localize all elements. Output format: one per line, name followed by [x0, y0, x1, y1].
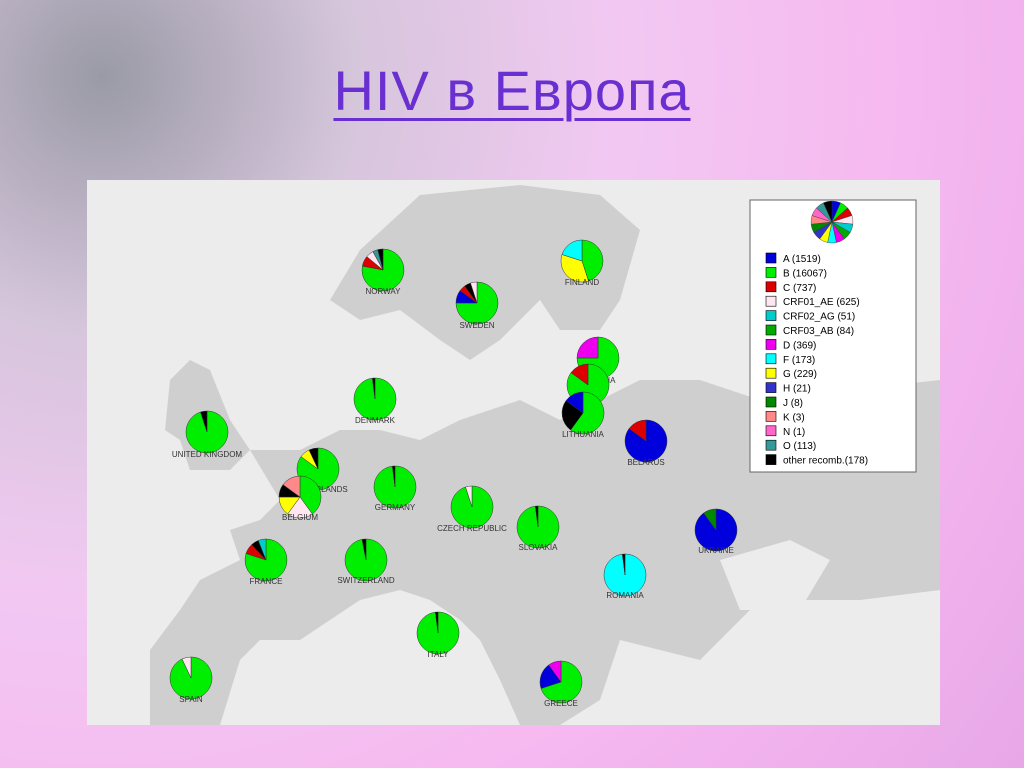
- legend-swatch: [765, 295, 777, 307]
- pie-slice: [470, 281, 478, 304]
- country-label: GREECE: [544, 699, 578, 708]
- country-label: GERMANY: [375, 503, 416, 512]
- country-label: LITHUANIA: [562, 430, 604, 439]
- pie-slice: [455, 281, 499, 325]
- pie-slice: [703, 508, 717, 531]
- pie-slice: [622, 553, 626, 576]
- pie-slice: [628, 419, 647, 442]
- legend-label: O (113): [783, 441, 816, 452]
- land: [150, 380, 940, 725]
- sea: [720, 540, 830, 610]
- legend-swatch: [765, 252, 777, 264]
- pie-slice: [361, 538, 367, 561]
- pie-slice: [200, 410, 208, 433]
- pie-slice: [299, 475, 322, 515]
- pie-slice: [435, 611, 439, 634]
- pie-slice: [282, 475, 301, 498]
- legend-label: J (8): [783, 398, 803, 409]
- legend-label: A (1519): [783, 254, 821, 265]
- pie-slice: [570, 363, 589, 386]
- country-label: NORWAY: [366, 287, 402, 296]
- legend-icon-wedge: [823, 200, 833, 223]
- legend-label: CRF01_AE (625): [783, 297, 860, 308]
- land: [330, 185, 640, 360]
- country-label: CZECH REPUBLIC: [437, 524, 507, 533]
- legend-swatch: [765, 425, 777, 437]
- legend-box: [749, 199, 917, 473]
- legend-label: G (229): [783, 369, 817, 380]
- country-label: FINLAND: [565, 278, 599, 287]
- country-label: SWEDEN: [459, 321, 494, 330]
- country-label: BELGIUM: [282, 513, 318, 522]
- legend-swatch: [765, 267, 777, 278]
- legend-swatch: [765, 324, 777, 336]
- country-label: DENMARK: [355, 416, 396, 425]
- pie-slice: [392, 465, 396, 488]
- legend-label: D (369): [783, 340, 816, 351]
- legend-label: H (21): [783, 384, 811, 395]
- country-label: ITALY: [427, 650, 449, 659]
- pie-slice: [181, 656, 192, 679]
- legend-swatch: [765, 339, 777, 350]
- legend-swatch: [765, 411, 777, 422]
- legend-label: CRF03_AB (84): [783, 326, 854, 337]
- pie-slice: [570, 391, 605, 435]
- pie-slice: [465, 485, 473, 508]
- legend-swatch: [765, 367, 777, 379]
- pie-slice: [377, 248, 384, 271]
- country-label: FRANCE: [250, 577, 283, 586]
- country-label: UNITED KINGDOM: [172, 450, 243, 459]
- pie-slice: [561, 239, 583, 262]
- legend-label: N (1): [783, 427, 805, 438]
- pie-slice: [308, 447, 319, 470]
- legend-label: other recomb.(178): [783, 456, 868, 467]
- legend-swatch: [765, 281, 777, 293]
- country-label: BELARUS: [627, 458, 664, 467]
- pie-slice: [581, 239, 604, 282]
- slide-title: HIV в Европа: [333, 59, 691, 122]
- pie-slice: [361, 248, 405, 292]
- legend-swatch: [765, 310, 777, 321]
- country-label: SWITZERLAND: [337, 576, 395, 585]
- legend-swatch: [765, 439, 777, 451]
- country-label: ROMANIA: [606, 591, 644, 600]
- legend-label: B (16067): [783, 268, 827, 279]
- legend-swatch: [765, 353, 777, 365]
- legend-label: F (173): [783, 355, 815, 366]
- legend-label: C (737): [783, 283, 816, 294]
- country-label: UKRAINE: [698, 546, 734, 555]
- country-label: SLOVAKIA: [519, 543, 559, 552]
- pie-slice: [560, 254, 589, 283]
- country-label: SPAIN: [179, 695, 203, 704]
- pie-slice: [565, 391, 584, 414]
- pie-slice: [540, 660, 583, 704]
- pie-slice: [372, 377, 376, 400]
- pie-slice: [548, 660, 562, 683]
- pie-slice: [576, 336, 599, 359]
- legend-swatch: [765, 382, 777, 393]
- legend-swatch: [765, 396, 777, 408]
- legend-swatch: [765, 454, 777, 465]
- legend-icon: [810, 200, 854, 244]
- legend-label: CRF02_AG (51): [783, 312, 855, 323]
- pie-slice: [561, 400, 584, 431]
- pie-slice: [257, 538, 267, 561]
- legend-label: K (3): [783, 412, 805, 423]
- pie-slice: [535, 505, 539, 528]
